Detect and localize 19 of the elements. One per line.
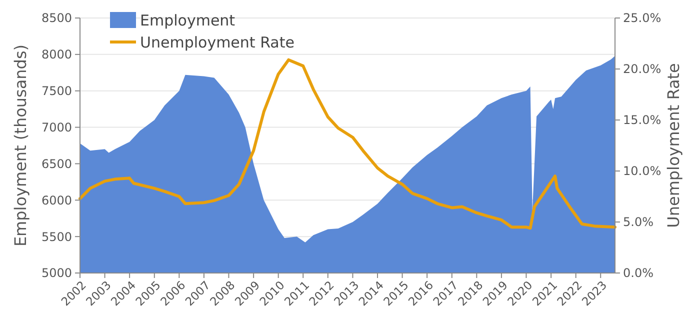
y-tick-label: 6000 xyxy=(41,193,72,208)
line-series xyxy=(78,58,616,230)
y2-tick-label: 15.0% xyxy=(623,113,662,128)
y2-tick-label: 0.0% xyxy=(623,266,654,280)
legend-label: Employment xyxy=(140,11,236,30)
y-tick-label: 5500 xyxy=(41,230,72,244)
y-tick-label: 8000 xyxy=(41,48,72,62)
y-tick-label: 5000 xyxy=(41,266,72,280)
y2-tick-label: 10.0% xyxy=(623,164,662,178)
y-tick-label: 8500 xyxy=(41,11,72,26)
legend-label: Unemployment Rate xyxy=(140,33,294,52)
y-tick-label: 6500 xyxy=(41,156,72,171)
y2-tick-label: 5.0% xyxy=(623,215,654,230)
y2-tick-label: 20.0% xyxy=(623,62,662,76)
y-tick-label: 7500 xyxy=(41,84,72,98)
y2-axis-title: Unemployment Rate xyxy=(664,63,683,228)
y-tick-label: 7000 xyxy=(41,120,72,134)
y-axis-title: Employment (thousands) xyxy=(11,44,30,247)
y2-tick-label: 25.0% xyxy=(623,11,662,26)
